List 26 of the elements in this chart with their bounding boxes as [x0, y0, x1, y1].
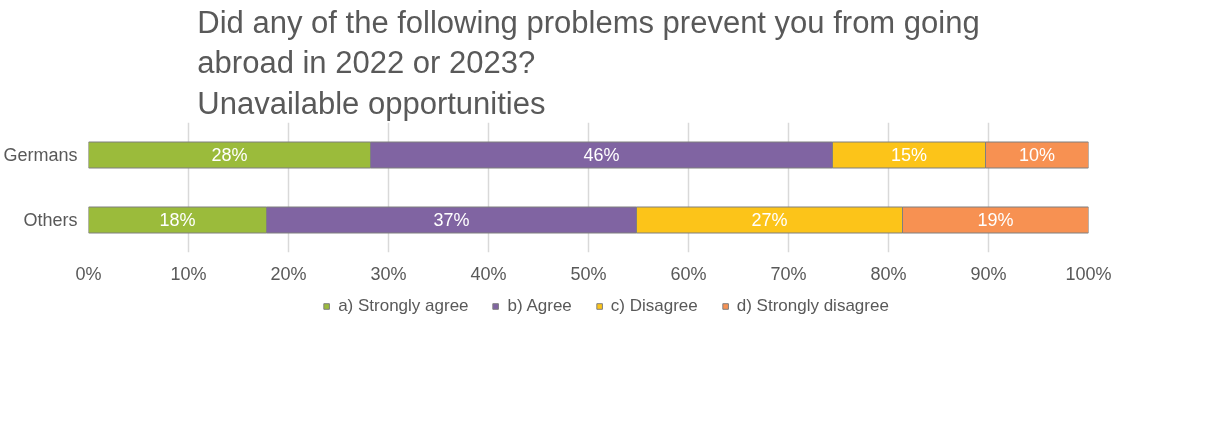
x-tick-label: 10% — [170, 263, 207, 284]
y-tick-label: Others — [23, 210, 78, 230]
x-tick-label: 40% — [470, 263, 507, 284]
x-tick-label: 100% — [1065, 263, 1112, 284]
data-label: 19% — [977, 210, 1014, 230]
x-tick-label: 60% — [670, 263, 707, 284]
data-label: 18% — [159, 210, 196, 230]
x-tick-label: 70% — [770, 263, 807, 284]
data-label: 27% — [751, 210, 788, 230]
legend-label: b) Agree — [507, 296, 572, 316]
data-label: 46% — [583, 145, 620, 165]
data-label: 37% — [433, 210, 470, 230]
x-tick-label: 0% — [75, 263, 102, 284]
x-tick-label: 30% — [370, 263, 407, 284]
legend-label: d) Strongly disagree — [736, 296, 889, 316]
data-label: 28% — [211, 145, 248, 165]
y-tick-label: Germans — [3, 145, 78, 165]
legend-label: c) Disagree — [610, 296, 698, 316]
x-tick-label: 90% — [970, 263, 1007, 284]
data-label: 10% — [1018, 145, 1056, 165]
x-tick-label: 80% — [870, 263, 907, 284]
legend-label: a) Strongly agree — [338, 296, 469, 316]
data-label: 15% — [890, 145, 928, 165]
x-tick-label: 50% — [570, 263, 607, 284]
chart-title: Did any of the following problems prevent you from going abroad in 2022 or 2023? Unavailable opportunities — [197, 5, 980, 121]
x-tick-label: 20% — [270, 263, 307, 284]
